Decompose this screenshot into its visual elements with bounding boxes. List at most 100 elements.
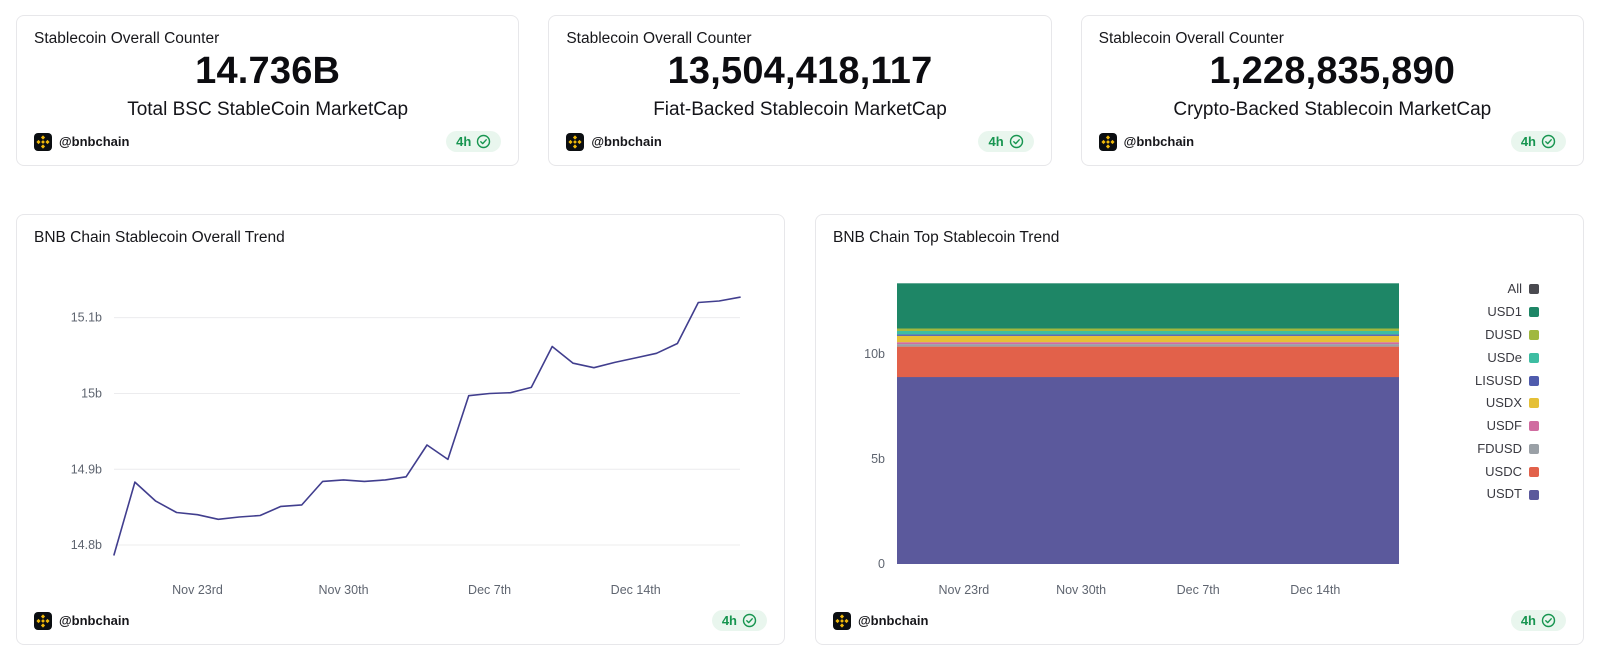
- check-circle-icon: [477, 134, 491, 149]
- badge-text: 4h: [1520, 613, 1536, 629]
- stat-body: 13,504,418,117 Fiat-Backed Stablecoin Ma…: [566, 51, 1033, 121]
- top-stablecoin-trend-card: BNB Chain Top Stablecoin Trend 0 5b 10b Nov…: [815, 214, 1584, 646]
- badge-text: 4h: [456, 134, 472, 150]
- bnbchain-handle-link[interactable]: @bnbchain: [1098, 132, 1195, 151]
- stat-subtitle: Crypto-Backed Stablecoin MarketCap: [1173, 99, 1492, 121]
- svg-text:Dec 7th: Dec 7th: [1177, 583, 1220, 597]
- card-footer: @bnbchain 4h: [1098, 131, 1566, 153]
- bnbchain-logo-icon: [1098, 132, 1117, 151]
- check-circle-icon: [742, 613, 757, 628]
- refresh-interval-badge: 4h: [446, 131, 502, 153]
- svg-text:0: 0: [878, 557, 885, 571]
- card-footer: @bnbchain 4h: [833, 610, 1566, 632]
- bnbchain-handle-link[interactable]: @bnbchain: [833, 611, 929, 630]
- card-footer: @bnbchain 4h: [34, 610, 767, 632]
- legend-swatch: [1529, 352, 1539, 363]
- bnbchain-logo-icon: [833, 611, 851, 630]
- check-circle-icon: [1541, 613, 1556, 628]
- legend-item-usde[interactable]: USDe: [1487, 349, 1539, 365]
- svg-text:Nov 23rd: Nov 23rd: [939, 583, 990, 597]
- legend-item-usd1[interactable]: USD1: [1487, 304, 1539, 319]
- badge-text: 4h: [1520, 134, 1536, 150]
- svg-text:14.9b: 14.9b: [71, 463, 102, 477]
- stat-subtitle: Total BSC StableCoin MarketCap: [127, 99, 409, 121]
- check-circle-icon: [1541, 134, 1556, 149]
- bnbchain-logo-icon: [566, 132, 585, 151]
- svg-text:15.1b: 15.1b: [71, 311, 102, 325]
- stat-body: 1,228,835,890 Crypto-Backed Stablecoin M…: [1099, 51, 1566, 121]
- svg-text:Dec 14th: Dec 14th: [611, 583, 661, 597]
- chart-title: BNB Chain Top Stablecoin Trend: [833, 229, 1060, 247]
- legend-swatch: [1529, 489, 1539, 500]
- handle-text: @bnbchain: [59, 134, 130, 150]
- check-circle-icon: [1009, 134, 1023, 149]
- legend-label: USDe: [1487, 349, 1522, 365]
- chart-body: 14.8b 14.9b 15b 15.1b Nov 23rd Nov 30th Dec 7t…: [34, 256, 767, 604]
- svg-text:14.8b: 14.8b: [71, 538, 102, 552]
- legend-swatch: [1529, 284, 1539, 295]
- refresh-interval-badge: 4h: [711, 610, 767, 632]
- svg-text:5b: 5b: [871, 452, 885, 466]
- badge-text: 4h: [988, 134, 1004, 150]
- stat-card-fiat-backed: Stablecoin Overall Counter 13,504,418,11…: [548, 15, 1052, 167]
- top-stablecoin-stacked-chart: 0 5b 10b Nov 23rd Nov 30th Dec 7th Dec 14th: [864, 283, 1399, 597]
- stat-body: 14.736B Total BSC StableCoin MarketCap: [34, 51, 501, 121]
- refresh-interval-badge: 4h: [1510, 131, 1566, 153]
- stat-card-row: Stablecoin Overall Counter 14.736B Total…: [16, 15, 1584, 167]
- svg-text:Dec 7th: Dec 7th: [468, 583, 511, 597]
- legend-label: FDUSD: [1477, 440, 1522, 456]
- stat-value: 13,504,418,117: [667, 50, 933, 93]
- bnbchain-handle-link[interactable]: @bnbchain: [566, 132, 662, 151]
- legend-swatch: [1529, 444, 1539, 455]
- legend-swatch: [1529, 466, 1539, 477]
- legend-item-dusd[interactable]: DUSD: [1485, 327, 1539, 342]
- svg-text:10b: 10b: [864, 347, 885, 361]
- card-title: Stablecoin Overall Counter: [1098, 30, 1284, 47]
- legend-label: USDT: [1486, 486, 1522, 502]
- handle-text: @bnbchain: [1123, 134, 1195, 150]
- chart-legend: All USD1 DUSD USDe LISUSD USDX USDF FDUSD USDC US…: [1433, 282, 1539, 501]
- legend-item-lisusd[interactable]: LISUSD: [1475, 372, 1539, 388]
- legend-item-all[interactable]: All: [1508, 282, 1539, 296]
- stat-card-crypto-backed: Stablecoin Overall Counter 1,228,835,890…: [1080, 15, 1584, 167]
- handle-text: @bnbchain: [591, 134, 662, 150]
- bnbchain-handle-link[interactable]: @bnbchain: [34, 132, 130, 151]
- legend-label: USDF: [1486, 418, 1522, 434]
- legend-item-fdusd[interactable]: FDUSD: [1477, 440, 1539, 456]
- legend-item-usdf[interactable]: USDF: [1486, 418, 1539, 434]
- svg-text:Nov 23rd: Nov 23rd: [172, 583, 223, 597]
- card-title: Stablecoin Overall Counter: [566, 30, 752, 47]
- svg-text:Nov 30th: Nov 30th: [318, 583, 368, 597]
- stat-subtitle: Fiat-Backed Stablecoin MarketCap: [653, 99, 947, 121]
- legend-label: All: [1507, 281, 1522, 297]
- card-title: Stablecoin Overall Counter: [34, 30, 220, 47]
- chart-card-row: BNB Chain Stablecoin Overall Trend 14.8b…: [16, 214, 1584, 646]
- bnbchain-logo-icon: [34, 611, 52, 630]
- card-footer: @bnbchain 4h: [34, 131, 502, 153]
- legend-label: USDC: [1485, 463, 1522, 479]
- overall-trend-line-chart: 14.8b 14.9b 15b 15.1b Nov 23rd Nov 30th Dec 7t…: [71, 296, 741, 597]
- chart-body: 0 5b 10b Nov 23rd Nov 30th Dec 7th Dec 14th Al…: [833, 256, 1566, 604]
- refresh-interval-badge: 4h: [978, 131, 1034, 153]
- overall-trend-card: BNB Chain Stablecoin Overall Trend 14.8b…: [16, 214, 785, 646]
- refresh-interval-badge: 4h: [1510, 610, 1566, 632]
- bnbchain-handle-link[interactable]: @bnbchain: [34, 611, 129, 630]
- stat-value: 14.736B: [195, 50, 341, 93]
- legend-label: USDX: [1485, 395, 1522, 411]
- svg-text:Nov 30th: Nov 30th: [1056, 583, 1106, 597]
- stat-card-total-bsc: Stablecoin Overall Counter 14.736B Total…: [16, 15, 520, 167]
- legend-item-usdc[interactable]: USDC: [1485, 463, 1539, 479]
- legend-swatch: [1529, 421, 1539, 432]
- badge-text: 4h: [721, 613, 737, 629]
- legend-item-usdx[interactable]: USDX: [1485, 395, 1539, 411]
- svg-text:Dec 14th: Dec 14th: [1290, 583, 1340, 597]
- legend-swatch: [1529, 375, 1539, 386]
- legend-label: LISUSD: [1475, 372, 1522, 388]
- handle-text: @bnbchain: [858, 613, 929, 629]
- bnbchain-logo-icon: [34, 132, 52, 151]
- legend-item-usdt[interactable]: USDT: [1487, 487, 1539, 501]
- svg-text:15b: 15b: [81, 387, 102, 401]
- legend-swatch: [1529, 307, 1539, 318]
- legend-swatch: [1529, 398, 1539, 409]
- chart-title: BNB Chain Stablecoin Overall Trend: [34, 229, 285, 247]
